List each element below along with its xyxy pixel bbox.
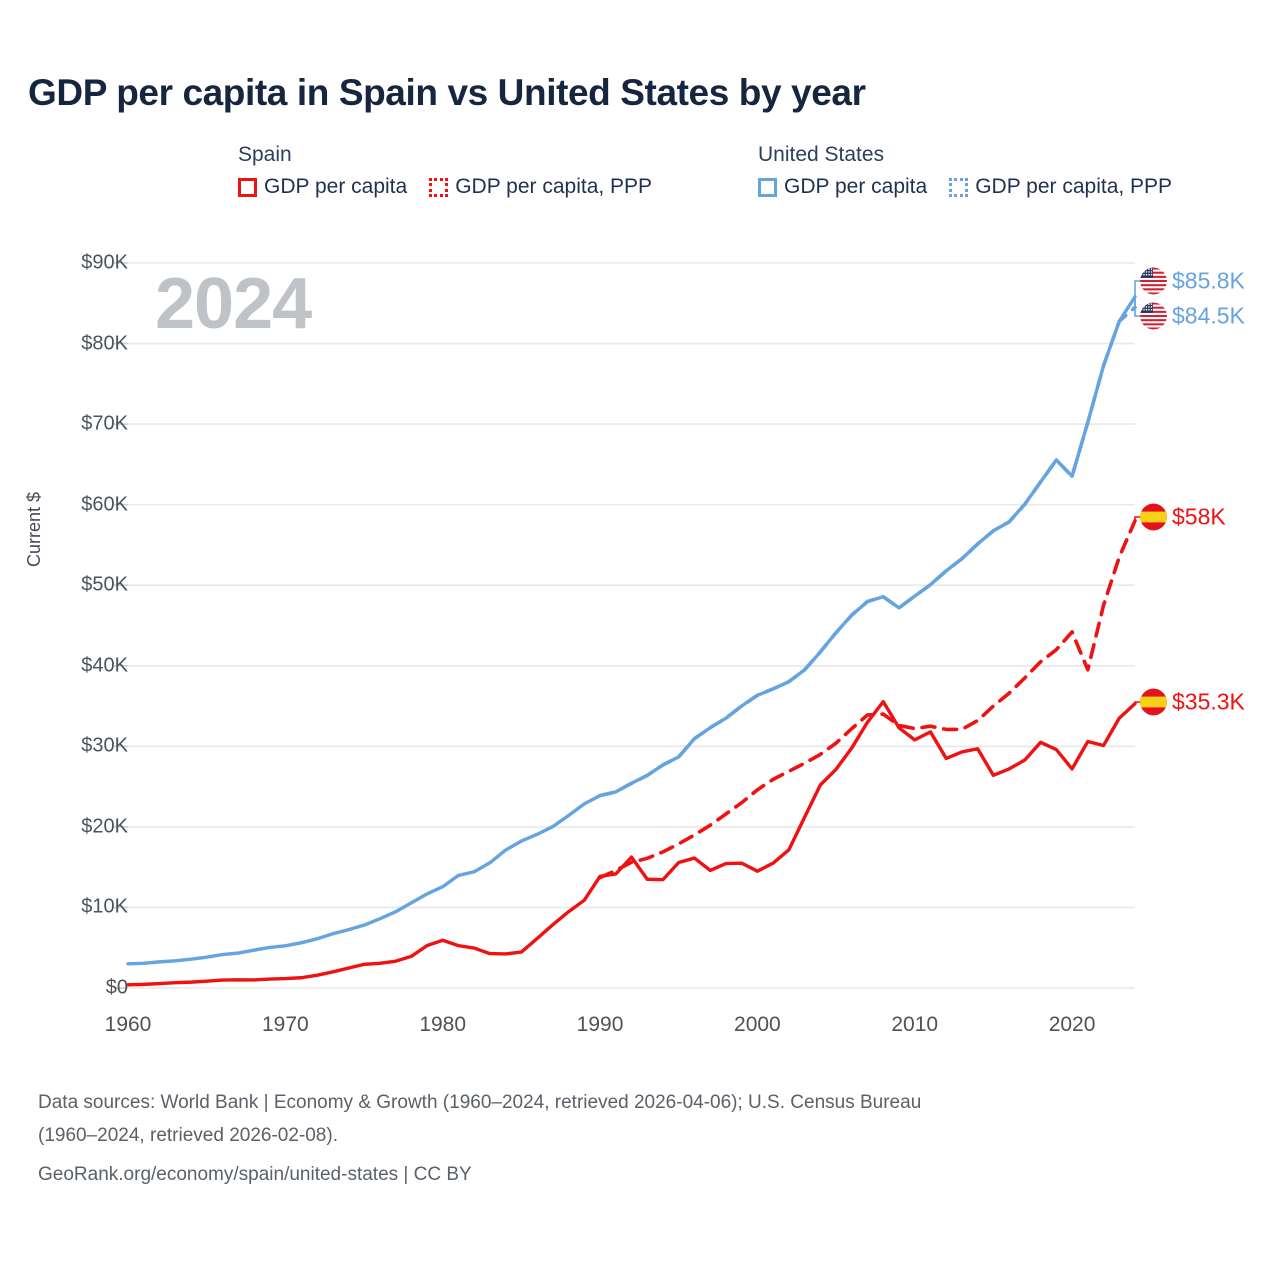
legend-label-spain-nominal: GDP per capita (264, 175, 408, 198)
series-end-label: $35.3K (1140, 688, 1245, 716)
y-axis-tick-label: $40K (81, 654, 128, 677)
series-end-value: $35.3K (1172, 688, 1245, 715)
series-end-label: $84.5K (1140, 302, 1245, 330)
legend-item-spain-nominal[interactable]: GDP per capita (238, 175, 407, 199)
spain-flag-icon (1140, 503, 1167, 531)
legend-swatch-solid-icon (758, 177, 777, 197)
series-end-value: $58K (1172, 503, 1226, 530)
footer: Data sources: World Bank | Economy & Gro… (38, 1086, 1248, 1191)
legend-group-united-states: United States GDP per capita GDP per cap… (758, 143, 1172, 199)
legend-item-usa-ppp[interactable]: GDP per capita, PPP (949, 175, 1172, 199)
series-end-label: $85.8K (1140, 267, 1245, 295)
y-axis-ticks: $0 $10K $20K $30K $40K $50K $60K $70K $80K $90K (0, 0, 128, 1280)
legend-item-spain-ppp[interactable]: GDP per capita, PPP (429, 175, 652, 199)
y-axis-tick-label: $0 (105, 976, 128, 999)
legend-group-title-united-states: United States (758, 143, 885, 166)
x-axis-tick-label: 1990 (576, 1013, 624, 1036)
x-axis-tick-label: 1980 (419, 1013, 467, 1036)
x-axis-tick-label: 1970 (261, 1013, 309, 1036)
footer-line-sources: Data sources: World Bank | Economy & Gro… (38, 1092, 922, 1113)
series-end-value: $85.8K (1172, 267, 1245, 294)
series-end-label: $58K (1140, 503, 1226, 531)
series-line-1 (598, 305, 1137, 798)
legend-label-usa-ppp: GDP per capita, PPP (975, 175, 1173, 198)
legend-swatch-solid-icon (238, 177, 257, 197)
year-watermark: 2024 (155, 264, 312, 344)
legend-swatch-dotted-icon (429, 177, 449, 197)
series-end-value: $84.5K (1172, 302, 1245, 329)
footer-line-attribution: GeoRank.org/economy/spain/united-states … (38, 1164, 472, 1185)
x-axis-tick-label: 2010 (891, 1013, 939, 1036)
y-axis-tick-label: $90K (81, 251, 128, 274)
y-axis-tick-label: $60K (81, 493, 128, 516)
y-axis-tick-label: $20K (81, 815, 128, 838)
us-flag-icon (1140, 302, 1167, 330)
legend-group-spain: Spain GDP per capita GDP per capita, PPP (238, 143, 652, 199)
spain-flag-icon (1140, 688, 1167, 716)
legend-label-spain-ppp: GDP per capita, PPP (455, 175, 653, 198)
y-axis-tick-label: $30K (81, 734, 128, 757)
chart-legend: Spain GDP per capita GDP per capita, PPP… (238, 143, 1258, 223)
legend-swatch-dotted-icon (949, 177, 969, 197)
y-axis-tick-label: $50K (81, 573, 128, 596)
page-title: GDP per capita in Spain vs United States… (28, 72, 866, 113)
footer-line-sources-cont: (1960–2024, retrieved 2026-02-08). (38, 1125, 338, 1146)
series-line-3 (598, 518, 1137, 880)
y-axis-tick-label: $10K (81, 895, 128, 918)
us-flag-icon (1140, 267, 1167, 295)
x-axis-tick-label: 1960 (104, 1013, 152, 1036)
series-line-2 (126, 699, 1137, 987)
legend-label-usa-nominal: GDP per capita (784, 175, 928, 198)
legend-group-title-spain: Spain (238, 143, 292, 166)
y-axis-tick-label: $80K (81, 332, 128, 355)
y-axis-tick-label: $70K (81, 412, 128, 435)
x-axis-tick-label: 2020 (1048, 1013, 1096, 1036)
legend-item-usa-nominal[interactable]: GDP per capita (758, 175, 927, 199)
x-axis-tick-label: 2000 (734, 1013, 781, 1036)
